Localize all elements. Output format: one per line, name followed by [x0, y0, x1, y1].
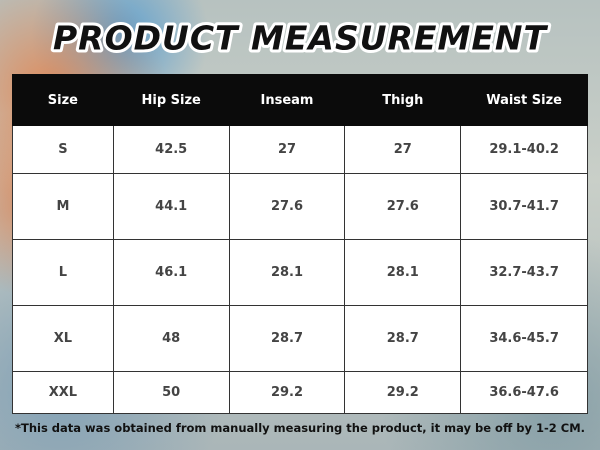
table-row: L 46.1 28.1 28.1 32.7-43.7: [12, 239, 588, 306]
table-cell: 27: [228, 125, 346, 174]
table-cell: 27: [344, 125, 462, 174]
table-row: S 42.5 27 27 29.1-40.2: [12, 125, 588, 174]
column-header: Waist Size: [460, 74, 588, 126]
column-header: Hip Size: [112, 74, 230, 126]
table-cell: 30.7-41.7: [460, 173, 588, 240]
title-banner: PRODUCT MEASUREMENT: [50, 16, 550, 61]
table-cell: 46.1: [112, 239, 230, 306]
table-cell: 28.7: [228, 305, 346, 372]
table-cell: 48: [112, 305, 230, 372]
table-cell: XL: [12, 305, 114, 372]
table-cell: 42.5: [112, 125, 230, 174]
table-row: M 44.1 27.6 27.6 30.7-41.7: [12, 173, 588, 240]
table-row: XL 48 28.7 28.7 34.6-45.7: [12, 305, 588, 372]
title: PRODUCT MEASUREMENT: [53, 19, 548, 58]
table-cell: 28.1: [228, 239, 346, 306]
table-cell: 29.2: [344, 371, 462, 414]
footnote: *This data was obtained from manually me…: [14, 421, 586, 435]
table-cell: 50: [112, 371, 230, 414]
table-cell: 29.1-40.2: [460, 125, 588, 174]
table-cell: 32.7-43.7: [460, 239, 588, 306]
table-cell: 27.6: [228, 173, 346, 240]
table-body: S 42.5 27 27 29.1-40.2 M 44.1 27.6 27.6 30.7-41.7…: [12, 125, 588, 414]
table-cell: S: [12, 125, 114, 174]
table-cell: 28.7: [344, 305, 462, 372]
header-row: Size Hip Size Inseam Thigh Waist Size: [12, 74, 588, 126]
table-cell: L: [12, 239, 114, 306]
table-row: XXL 50 29.2 29.2 36.6-47.6: [12, 371, 588, 414]
column-header: Thigh: [344, 74, 462, 126]
table-cell: M: [12, 173, 114, 240]
table-cell: 36.6-47.6: [460, 371, 588, 414]
column-header: Size: [12, 74, 114, 126]
column-header: Inseam: [228, 74, 346, 126]
table-cell: 29.2: [228, 371, 346, 414]
measurement-table: Size Hip Size Inseam Thigh Waist Size S 42.5 2…: [12, 74, 588, 414]
table-cell: 44.1: [112, 173, 230, 240]
table-cell: XXL: [12, 371, 114, 414]
table-cell: 28.1: [344, 239, 462, 306]
table-cell: 34.6-45.7: [460, 305, 588, 372]
table-cell: 27.6: [344, 173, 462, 240]
